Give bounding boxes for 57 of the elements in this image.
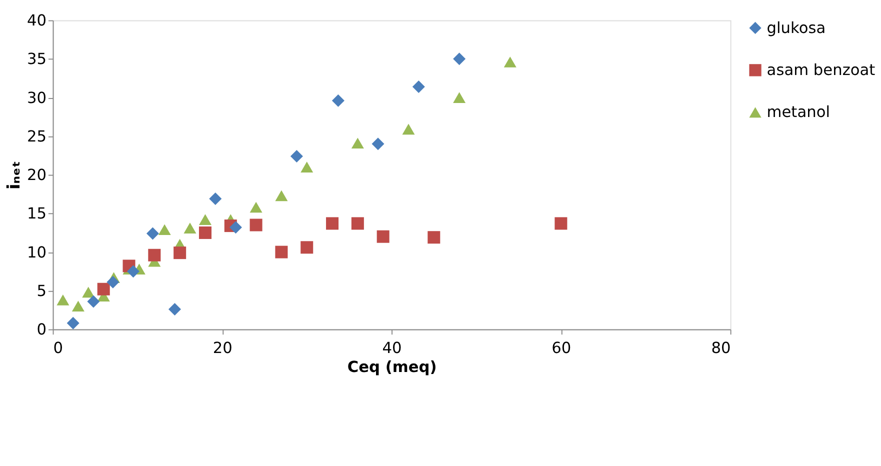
point [229,221,242,234]
point [300,162,314,172]
x-axis-title: Ceq (meq) [347,358,437,376]
point [158,224,171,236]
y-tick-label: 25 [27,127,47,146]
point [250,202,262,213]
legend-label: metanol [766,103,830,122]
y-tick-label: 5 [36,282,47,300]
legend-label: asam benzoat [766,60,876,79]
point [87,295,100,308]
point [300,241,314,254]
y-tick-label: 10 [27,243,47,262]
point [146,227,159,240]
point [290,150,303,162]
point [56,294,70,306]
y-tick-label: 0 [36,320,47,339]
point [126,265,140,278]
point [168,302,181,316]
y-tick-label: 20 [27,166,47,184]
point [504,56,516,68]
point [72,300,84,312]
point [402,124,415,135]
point [198,214,212,226]
point [351,217,364,230]
point [275,190,288,202]
point [412,80,425,93]
point [332,94,344,107]
x-tick-label: 0 [53,338,64,357]
point [376,230,390,243]
point [209,192,222,205]
point [148,248,161,262]
point [428,231,440,244]
point [106,276,120,288]
point [326,217,339,230]
y-tick-label: 15 [27,204,47,223]
x-tick-label: 80 [711,338,731,357]
point [554,217,568,230]
y-tick-label: 30 [27,88,47,107]
y-tick-label: 35 [27,50,47,68]
point [275,246,288,258]
point [97,282,110,296]
legend-label: glukosa [766,18,826,37]
point [453,52,466,66]
point [198,226,212,239]
y-axis-title: iₙₑₜ [4,160,24,190]
point [174,246,186,260]
point [184,222,196,234]
x-tick-label: 40 [382,338,402,357]
point [351,138,364,149]
point [66,316,80,330]
point [372,138,384,150]
y-tick-label: 40 [27,12,47,30]
x-tick-label: 20 [212,338,232,357]
x-tick-label: 60 [552,338,572,357]
point [82,286,95,298]
point [453,92,466,103]
point [250,218,262,232]
